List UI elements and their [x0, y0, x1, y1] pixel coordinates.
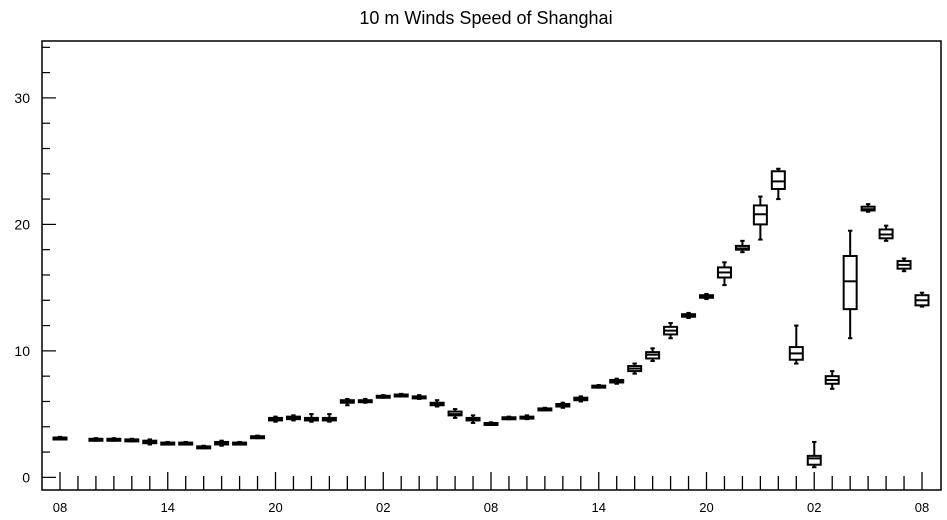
box-plot [537, 406, 553, 412]
box-plot [663, 322, 679, 340]
box-plot [429, 399, 445, 408]
box-plot [142, 438, 158, 446]
x-tick-label: 14 [592, 500, 606, 515]
box-plot [645, 347, 661, 362]
box-plot [806, 440, 822, 469]
box-plot [303, 413, 319, 423]
box-body [806, 454, 822, 466]
box-plot [716, 261, 732, 287]
box-plot [788, 324, 804, 365]
y-tick-label: 0 [22, 469, 30, 485]
box-plot [519, 414, 535, 421]
box-plot [232, 440, 248, 446]
box-plot [465, 414, 481, 424]
x-tick-label: 20 [699, 500, 713, 515]
x-tick-label: 02 [807, 500, 821, 515]
box-plot [447, 408, 463, 419]
box-body [842, 255, 858, 311]
box-plot [752, 195, 768, 241]
box-plot [375, 394, 391, 399]
box-plot [555, 401, 571, 409]
box-plot [860, 203, 876, 213]
y-tick-label: 10 [14, 343, 30, 359]
box-plot [770, 167, 786, 201]
box-plot [285, 414, 301, 422]
box-body [770, 170, 786, 190]
box-plot [52, 435, 68, 441]
x-tick-label: 08 [915, 500, 929, 515]
x-tick-label: 14 [161, 500, 175, 515]
box-plot [178, 440, 194, 446]
plot-area: 0 10 20 30 08 14 20 02 08 14 20 02 08 [14, 40, 942, 515]
box-plot [734, 239, 750, 254]
box-plot [357, 397, 373, 404]
x-tick-label: 20 [268, 500, 282, 515]
y-tick-label: 20 [14, 216, 30, 232]
box-plot [339, 397, 355, 407]
box-plot [914, 291, 930, 308]
chart-title: 10 m Winds Speed of Shanghai [359, 8, 612, 28]
box-plot [393, 392, 409, 398]
box-plot [160, 440, 176, 446]
box-plot [699, 292, 714, 301]
x-tick-label: 02 [376, 500, 390, 515]
x-tick-label: 08 [53, 500, 67, 515]
box-plot [609, 377, 625, 385]
box-plot [573, 395, 589, 403]
box-plot [268, 415, 283, 423]
box-plot [483, 421, 499, 426]
box-plot [196, 444, 212, 450]
box-plot [878, 224, 894, 242]
x-tick-label: 08 [484, 500, 498, 515]
box-plot [88, 437, 104, 442]
box-plot [501, 415, 517, 421]
box-plot [842, 229, 858, 340]
box-plot [250, 434, 266, 440]
box-plot [681, 311, 697, 319]
box-plot [896, 257, 912, 273]
box-plot [124, 437, 140, 443]
box-plot [591, 384, 607, 389]
box-plot [214, 439, 230, 447]
box-plot [321, 413, 337, 423]
box-plot [627, 362, 643, 375]
box-plot [824, 370, 840, 390]
box-plot [411, 394, 427, 400]
y-tick-label: 30 [14, 90, 30, 106]
box-plot [106, 437, 122, 442]
